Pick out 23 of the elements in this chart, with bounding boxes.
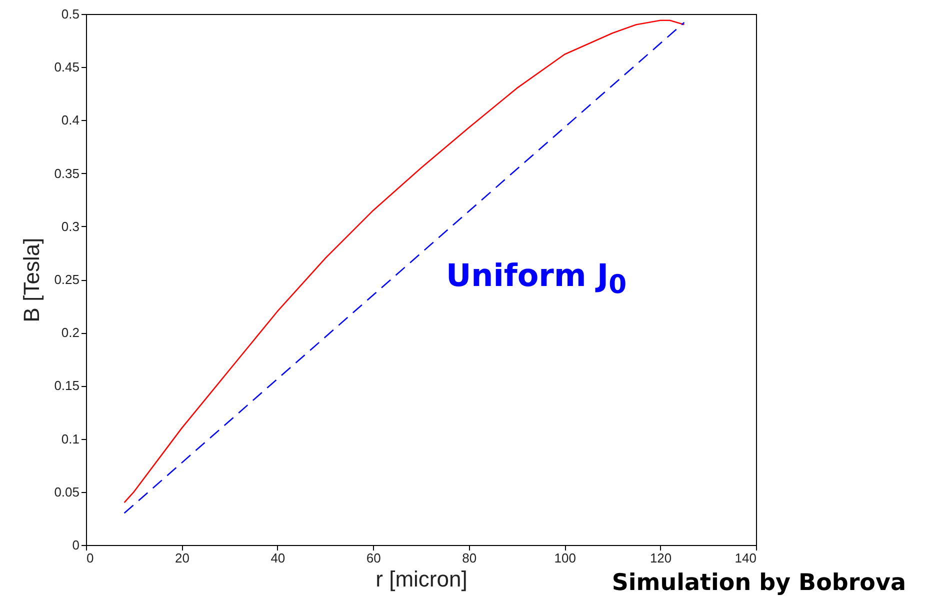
x-tick-label: 40 xyxy=(270,550,286,566)
x-tick-label: 120 xyxy=(650,550,672,566)
y-tick-label: 0.1 xyxy=(61,431,80,446)
y-axis-title: B [Tesla] xyxy=(19,238,44,322)
y-tick-label: 0.25 xyxy=(54,272,80,287)
y-tick-label: 0.2 xyxy=(61,325,80,340)
y-tick-label: 0.35 xyxy=(54,166,80,181)
x-axis-title: r [micron] xyxy=(376,566,468,592)
x-tick-label: 20 xyxy=(174,550,190,566)
y-tick-label: 0.05 xyxy=(54,484,80,500)
y-tick-label: 0.5 xyxy=(61,6,80,22)
x-tick-label: 140 xyxy=(734,550,756,566)
y-tick-label: 0.4 xyxy=(61,112,80,128)
x-tick-label: 100 xyxy=(554,550,576,566)
y-tick-label: 0.15 xyxy=(54,378,80,394)
y-tick-label: 0.45 xyxy=(54,60,80,75)
y-tick-label: 0.3 xyxy=(61,218,80,234)
x-tick-label: 60 xyxy=(366,550,381,566)
text: Simulation by Bobrova xyxy=(612,570,906,596)
annotation: Uniform J$_{0}$ xyxy=(446,258,627,300)
x-tick-label: 80 xyxy=(462,550,477,566)
x-tick-label: 0 xyxy=(86,550,94,566)
y-tick-label: 0 xyxy=(72,538,80,552)
